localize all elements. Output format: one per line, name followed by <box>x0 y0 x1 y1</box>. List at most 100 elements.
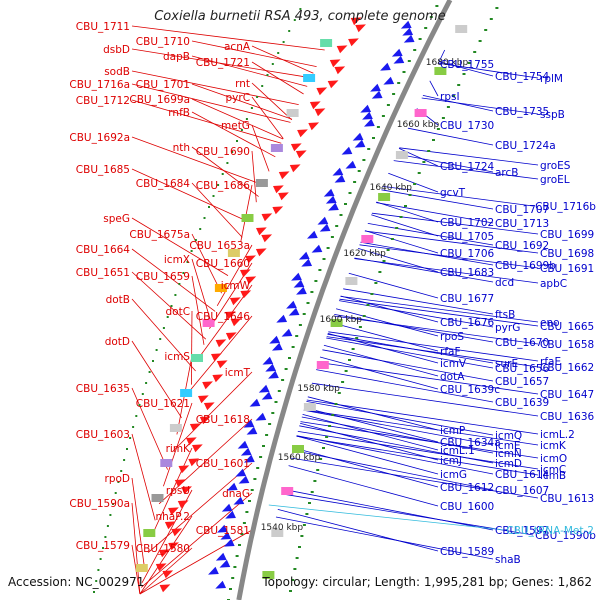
scale-tick <box>259 456 263 458</box>
gene-label-left: dnaG <box>222 488 250 500</box>
label-connector-lines <box>131 25 539 595</box>
connector-line <box>191 55 308 87</box>
reverse-gene-arrow <box>380 62 391 71</box>
gene-label-left: CBU_1701 <box>136 79 190 91</box>
gene-label-right: CBU_1636 <box>540 411 595 423</box>
gene-features <box>135 17 468 593</box>
feature-block <box>135 564 148 572</box>
connector-line <box>131 25 325 51</box>
reverse-gene-arrow <box>402 27 414 36</box>
forward-gene-arrow <box>295 150 307 159</box>
forward-gene-arrow <box>327 80 339 89</box>
gene-label-right: CBU_1597 <box>495 525 549 537</box>
scale-label: 1580 kbp <box>297 384 340 394</box>
outer-tick <box>305 513 309 515</box>
scale-tick <box>250 489 254 491</box>
outer-tick <box>159 338 162 340</box>
gene-label-left: sodB <box>104 66 130 78</box>
scale-tick <box>274 401 278 403</box>
forward-gene-arrow <box>290 143 302 152</box>
scale-label: 1640 kbp <box>370 183 413 193</box>
gene-label-left: dotC <box>166 306 191 318</box>
gene-label-left: nth <box>173 142 190 154</box>
outer-tick <box>478 40 482 42</box>
gene-label-right: CBU_1755 <box>440 59 494 71</box>
outer-tick <box>370 293 374 295</box>
feature-block <box>262 571 275 579</box>
gene-label-right: CBU_1658 <box>540 339 594 351</box>
reverse-gene-arrow <box>391 48 403 57</box>
gene-label-left: CBU_1603 <box>76 429 130 441</box>
connector-line <box>396 153 494 173</box>
outer-tick <box>148 371 151 373</box>
scale-tick <box>306 302 310 304</box>
gene-label-left: CBU_1721 <box>196 57 250 69</box>
reverse-gene-arrow <box>403 34 415 43</box>
scale-tick <box>322 258 326 260</box>
scale-tick <box>362 159 366 161</box>
outer-tick <box>208 206 210 208</box>
feature-block <box>455 25 468 33</box>
gene-label-right: icmN <box>495 448 522 460</box>
reverse-gene-arrow <box>215 580 227 589</box>
connector-line <box>318 362 539 395</box>
scale-tick <box>240 533 244 535</box>
gene-label-right: CBU_1589 <box>440 546 494 558</box>
scale-tick <box>295 335 299 337</box>
reverse-gene-arrow <box>246 426 258 435</box>
outer-tick <box>293 19 296 21</box>
connector-line <box>328 331 539 362</box>
scale-tick <box>407 60 411 62</box>
feature-block <box>330 319 343 327</box>
connector-line <box>306 401 494 436</box>
connector-line <box>191 310 193 385</box>
reverse-gene-arrow <box>237 440 249 449</box>
reverse-gene-arrow <box>271 342 283 351</box>
gene-label-right: icmV <box>440 358 467 370</box>
connector-line <box>281 493 534 536</box>
outer-tick <box>378 271 382 273</box>
feature-block <box>395 151 408 159</box>
reverse-gene-arrow <box>293 279 305 288</box>
feature-block <box>143 529 156 537</box>
reverse-gene-arrow <box>393 55 405 64</box>
scale-tick <box>284 368 288 370</box>
reverse-gene-arrow <box>400 20 412 29</box>
outer-tick <box>484 29 488 31</box>
feature-block <box>214 284 227 292</box>
scale-tick <box>271 412 275 414</box>
forward-gene-arrow <box>350 17 362 26</box>
scale-tick <box>330 236 334 238</box>
gene-label-right: icmP <box>440 425 465 437</box>
outer-tick <box>120 470 123 472</box>
connector-line <box>407 127 494 146</box>
gene-label-left: CBU_1659 <box>136 271 190 283</box>
scale-tick <box>288 357 291 359</box>
feature-block <box>169 424 182 432</box>
scale-tick <box>367 148 371 150</box>
forward-gene-arrow <box>177 500 189 509</box>
forward-gene-arrow <box>245 255 256 264</box>
gene-label-left: CBU_1664 <box>76 244 131 256</box>
reverse-gene-arrow <box>221 503 233 512</box>
outer-tick <box>203 217 206 219</box>
outer-tick <box>348 359 351 361</box>
outer-tick <box>467 62 471 64</box>
connector-line <box>147 462 253 553</box>
forward-gene-arrow <box>230 318 242 327</box>
gene-label-right: CBU_1691 <box>540 263 594 275</box>
gene-label-right: CBU_1702 <box>440 217 494 229</box>
forward-gene-arrow <box>255 248 267 257</box>
gene-label-left: CBU_1579 <box>76 540 130 552</box>
forward-gene-arrow <box>216 360 228 369</box>
forward-gene-arrow <box>297 129 308 138</box>
gene-label-right: icmC <box>540 464 566 476</box>
gene-label-right: groEL <box>540 174 570 186</box>
scale-tick <box>348 192 352 194</box>
forward-gene-arrow <box>240 269 251 278</box>
forward-gene-arrow <box>316 87 328 96</box>
outer-tick <box>344 370 348 372</box>
gene-label-right: CBU_1705 <box>440 231 494 243</box>
forward-gene-arrow <box>314 108 326 117</box>
connector-line <box>359 244 539 269</box>
